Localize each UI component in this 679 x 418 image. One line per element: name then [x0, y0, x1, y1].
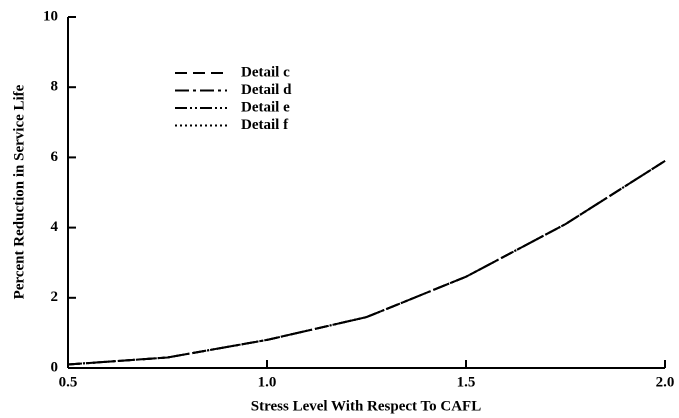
- y-axis-title: Percent Reduction in Service Life: [11, 84, 27, 299]
- legend-label: Detail e: [241, 99, 290, 115]
- y-tick-label: 8: [51, 79, 59, 95]
- legend-label: Detail f: [241, 117, 289, 133]
- legend-label: Detail c: [241, 64, 290, 80]
- series-line: [67, 160, 666, 366]
- x-axis-title: Stress Level With Respect To CAFL: [251, 398, 481, 414]
- y-tick-label: 0: [51, 359, 59, 375]
- x-tick-label: 0.5: [59, 374, 78, 390]
- series-line: [67, 160, 666, 366]
- x-tick-label: 2.0: [656, 374, 675, 390]
- y-tick-label: 4: [51, 219, 59, 235]
- y-tick-label: 10: [43, 8, 58, 24]
- y-tick-label: 2: [51, 289, 59, 305]
- series-line: [67, 160, 666, 366]
- y-tick-label: 6: [51, 149, 59, 165]
- x-tick-label: 1.5: [457, 374, 476, 390]
- x-tick-label: 1.0: [258, 374, 277, 390]
- series-line: [67, 160, 666, 366]
- legend-label: Detail d: [241, 82, 292, 98]
